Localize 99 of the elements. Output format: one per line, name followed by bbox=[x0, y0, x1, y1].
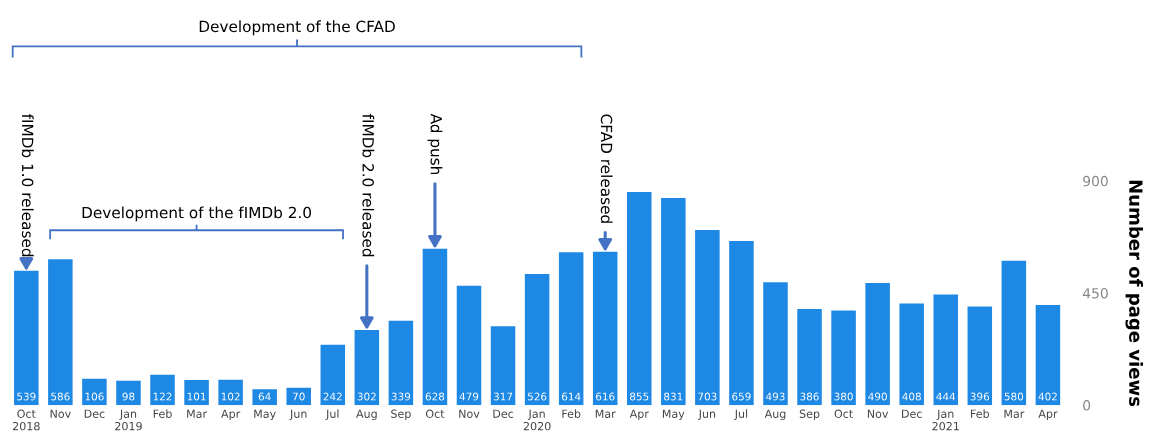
bar bbox=[763, 282, 788, 406]
data-label: 659 bbox=[732, 392, 751, 401]
data-label: 539 bbox=[17, 392, 36, 401]
x-tick-label: Jan 2019 bbox=[115, 409, 142, 431]
x-tick-label: Jul bbox=[734, 409, 748, 420]
bar bbox=[729, 240, 754, 406]
data-label: 106 bbox=[85, 392, 104, 401]
x-tick-label: Apr bbox=[1038, 409, 1058, 421]
bar bbox=[797, 308, 822, 406]
data-label: 831 bbox=[664, 392, 683, 401]
data-label: 64 bbox=[258, 392, 271, 401]
x-tick-label: Nov bbox=[50, 409, 71, 418]
x-tick-label: Feb bbox=[153, 409, 172, 418]
x-tick-label: Sep bbox=[391, 409, 411, 421]
bar bbox=[490, 326, 516, 406]
x-tick-label: Apr bbox=[221, 409, 241, 421]
x-tick-label: May bbox=[662, 409, 685, 421]
bar bbox=[899, 303, 924, 406]
bar bbox=[695, 229, 720, 406]
bar bbox=[627, 192, 652, 406]
x-tick-label: Feb bbox=[971, 409, 990, 418]
data-label: 628 bbox=[425, 392, 445, 401]
x-tick-label: Feb bbox=[562, 409, 581, 418]
data-label: 402 bbox=[1038, 392, 1057, 401]
x-tick-label: Mar bbox=[187, 409, 208, 418]
bar bbox=[252, 389, 277, 406]
data-label: 317 bbox=[493, 392, 513, 401]
x-tick-label: Jan 2020 bbox=[523, 409, 551, 431]
x-tick-label: Jun bbox=[289, 409, 307, 420]
bar bbox=[184, 379, 209, 406]
x-tick-label: Dec bbox=[84, 409, 105, 418]
x-tick-label: Aug bbox=[764, 409, 786, 421]
bar bbox=[218, 379, 243, 406]
y-tick-label: 900 bbox=[1083, 175, 1108, 187]
bar bbox=[286, 387, 311, 406]
bar bbox=[558, 252, 584, 406]
data-label: 586 bbox=[51, 392, 70, 401]
bar bbox=[82, 378, 107, 406]
bar bbox=[933, 294, 959, 406]
x-tick-label: Nov bbox=[459, 409, 480, 418]
data-label: 616 bbox=[596, 392, 615, 401]
data-label: 98 bbox=[122, 392, 135, 401]
data-label: 339 bbox=[391, 392, 411, 401]
x-tick-label: Aug bbox=[356, 409, 377, 421]
bar bbox=[1035, 304, 1061, 406]
data-label: 70 bbox=[292, 392, 305, 401]
bar bbox=[865, 283, 890, 406]
annotation: fIMDb 1.0 released bbox=[21, 113, 34, 257]
x-tick-label: Oct bbox=[834, 409, 853, 418]
y-tick-label: 450 bbox=[1082, 287, 1108, 299]
bar bbox=[116, 380, 141, 406]
x-tick-label: Dec bbox=[493, 409, 514, 418]
x-tick-label: May bbox=[254, 409, 276, 421]
bar bbox=[150, 374, 175, 406]
data-label: 614 bbox=[561, 392, 581, 401]
bar bbox=[967, 306, 993, 406]
x-tick-label: Dec bbox=[902, 409, 922, 418]
x-tick-label: Jul bbox=[325, 409, 339, 420]
x-tick-label: Oct 2018 bbox=[12, 409, 40, 431]
bar bbox=[456, 285, 482, 406]
data-label: 396 bbox=[970, 392, 990, 401]
data-label: 526 bbox=[527, 392, 547, 401]
x-tick-label: Mar bbox=[595, 409, 616, 418]
data-label: 493 bbox=[766, 392, 785, 401]
data-label: 242 bbox=[323, 392, 342, 401]
bar bbox=[1001, 260, 1027, 406]
data-label: 302 bbox=[357, 392, 376, 401]
bar bbox=[661, 198, 686, 406]
x-tick-label: Jun bbox=[698, 409, 716, 420]
data-label: 408 bbox=[902, 392, 921, 401]
data-label: 122 bbox=[153, 392, 172, 401]
annotation: Development of the fIMDb 2.0 bbox=[82, 206, 311, 222]
data-label: 380 bbox=[834, 392, 853, 401]
bar bbox=[320, 344, 346, 406]
bar bbox=[831, 310, 856, 406]
data-label: 479 bbox=[459, 392, 479, 401]
y-tick-label: 0 bbox=[1083, 400, 1091, 411]
data-label: 444 bbox=[936, 392, 956, 401]
bar bbox=[524, 274, 550, 406]
x-tick-label: Oct bbox=[425, 409, 445, 418]
data-label: 490 bbox=[868, 392, 887, 401]
data-label: 101 bbox=[187, 392, 206, 401]
bar bbox=[48, 259, 73, 406]
data-label: 102 bbox=[221, 392, 240, 401]
x-tick-label: Sep bbox=[799, 409, 820, 421]
data-label: 386 bbox=[800, 392, 819, 401]
annotation: fIMDb 2.0 released bbox=[362, 113, 375, 257]
bar bbox=[388, 320, 414, 406]
text: Development of the CFAD bbox=[199, 20, 395, 36]
data-label: 580 bbox=[1004, 392, 1024, 401]
annotation: Ad push bbox=[427, 113, 443, 175]
annotation: CFAD released bbox=[600, 114, 613, 223]
x-tick-label: Apr bbox=[629, 409, 649, 421]
data-label: 855 bbox=[630, 392, 649, 401]
x-tick-label: Nov bbox=[867, 409, 889, 418]
data-label: 703 bbox=[698, 392, 717, 401]
x-tick-label: Jan 2021 bbox=[932, 409, 959, 431]
x-tick-label: Mar bbox=[1004, 409, 1025, 418]
y-axis-title: Number of page views bbox=[1125, 180, 1144, 407]
